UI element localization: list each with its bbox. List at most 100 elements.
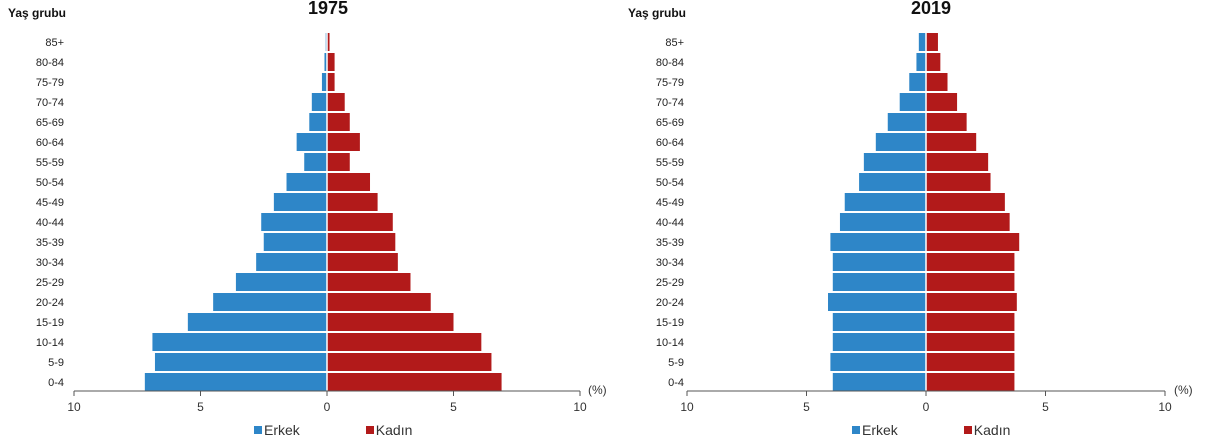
bar-male-60-64 bbox=[296, 133, 327, 151]
category-label: 30-34 bbox=[656, 257, 684, 269]
legend-label-female: Kadın bbox=[973, 422, 1011, 438]
pyramid-chart-1975: Yaş grubu 1975 0-4 5-9 10-14 15-19 20-24 25-2… bbox=[0, 0, 607, 447]
bar-male-20-24 bbox=[213, 293, 327, 311]
y-axis-title: Yaş grubu bbox=[8, 6, 67, 20]
bar-male-5-9 bbox=[154, 353, 327, 371]
category-label: 30-34 bbox=[36, 257, 64, 269]
bar-female-5-9 bbox=[926, 353, 1015, 371]
bar-male-15-19 bbox=[832, 313, 926, 331]
bar-male-25-29 bbox=[832, 273, 926, 291]
category-label: 10-14 bbox=[36, 337, 64, 349]
bar-female-60-64 bbox=[926, 133, 977, 151]
bar-female-30-34 bbox=[327, 253, 398, 271]
category-label: 60-64 bbox=[656, 137, 684, 149]
bar-female-0-4 bbox=[327, 373, 502, 391]
bar-male-50-54 bbox=[286, 173, 327, 191]
legend-swatch-male bbox=[852, 426, 860, 434]
bar-female-80-84 bbox=[926, 53, 941, 71]
bar-female-25-29 bbox=[926, 273, 1015, 291]
category-label: 5-9 bbox=[668, 357, 684, 369]
bar-male-65-69 bbox=[887, 113, 926, 131]
chart-title: 1975 bbox=[307, 0, 349, 18]
x-tick-label: 5 bbox=[450, 400, 457, 414]
bar-male-45-49 bbox=[844, 193, 926, 211]
category-label: 25-29 bbox=[656, 277, 684, 289]
bar-male-20-24 bbox=[828, 293, 926, 311]
legend-label-male: Erkek bbox=[264, 422, 300, 438]
bar-female-25-29 bbox=[327, 273, 411, 291]
x-tick-label: 0 bbox=[324, 400, 331, 414]
category-label: 5-9 bbox=[48, 357, 64, 369]
bar-female-75-79 bbox=[327, 73, 335, 91]
legend-swatch-female bbox=[963, 426, 972, 434]
bar-female-10-14 bbox=[327, 333, 482, 351]
bar-female-20-24 bbox=[327, 293, 431, 311]
bar-female-50-54 bbox=[926, 173, 991, 191]
category-label: 55-59 bbox=[36, 157, 64, 169]
bar-male-35-39 bbox=[263, 233, 327, 251]
legend: Erkek Kadın bbox=[852, 422, 1076, 438]
legend-label-male: Erkek bbox=[862, 422, 898, 438]
bar-female-50-54 bbox=[327, 173, 371, 191]
category-label: 20-24 bbox=[656, 297, 684, 309]
bar-female-30-34 bbox=[926, 253, 1015, 271]
category-label: 45-49 bbox=[656, 197, 684, 209]
x-axis-unit: (%) bbox=[588, 383, 607, 397]
bar-female-55-59 bbox=[327, 153, 350, 171]
bar-female-70-74 bbox=[327, 93, 345, 111]
bar-female-75-79 bbox=[926, 73, 948, 91]
category-label: 0-4 bbox=[668, 377, 684, 389]
bar-male-25-29 bbox=[235, 273, 327, 291]
bar-female-45-49 bbox=[926, 193, 1005, 211]
bar-male-80-84 bbox=[324, 53, 327, 71]
category-label: 15-19 bbox=[36, 317, 64, 329]
y-axis-title: Yaş grubu bbox=[628, 6, 687, 20]
bar-male-75-79 bbox=[321, 73, 327, 91]
category-label: 15-19 bbox=[656, 317, 684, 329]
pyramid-svg: 0-4 5-9 10-14 15-19 20-24 25-29 30-34 35-39 40-4… bbox=[36, 32, 587, 414]
bar-male-0-4 bbox=[832, 373, 926, 391]
category-label: 0-4 bbox=[48, 377, 64, 389]
x-tick-label: 10 bbox=[680, 400, 694, 414]
chart-title: 2019 bbox=[910, 0, 952, 18]
x-tick-label: 10 bbox=[573, 400, 587, 414]
bar-female-35-39 bbox=[327, 233, 396, 251]
x-tick-label: 5 bbox=[803, 400, 810, 414]
bar-female-65-69 bbox=[327, 113, 350, 131]
bar-male-65-69 bbox=[309, 113, 327, 131]
x-tick-label: 5 bbox=[197, 400, 204, 414]
legend-label-female: Kadın bbox=[375, 422, 413, 438]
legend: Erkek Kadın bbox=[254, 422, 478, 438]
x-tick-label: 10 bbox=[1158, 400, 1172, 414]
bar-male-55-59 bbox=[863, 153, 926, 171]
bar-male-45-49 bbox=[273, 193, 327, 211]
bar-female-0-4 bbox=[926, 373, 1015, 391]
category-label: 25-29 bbox=[36, 277, 64, 289]
bar-female-85+ bbox=[926, 33, 938, 51]
bar-female-80-84 bbox=[327, 53, 335, 71]
bar-male-30-34 bbox=[256, 253, 327, 271]
bar-female-85+ bbox=[327, 33, 330, 51]
bar-female-40-44 bbox=[926, 213, 1010, 231]
bar-female-65-69 bbox=[926, 113, 967, 131]
category-label: 65-69 bbox=[656, 117, 684, 129]
legend-item-female: Kadın bbox=[963, 422, 1011, 438]
bar-male-80-84 bbox=[916, 53, 926, 71]
bar-male-10-14 bbox=[152, 333, 327, 351]
bar-male-85+ bbox=[918, 33, 926, 51]
legend-item-male: Erkek bbox=[852, 422, 898, 438]
bar-male-55-59 bbox=[304, 153, 327, 171]
bar-female-10-14 bbox=[926, 333, 1015, 351]
category-label: 45-49 bbox=[36, 197, 64, 209]
bar-male-5-9 bbox=[830, 353, 926, 371]
bar-male-75-79 bbox=[909, 73, 926, 91]
bar-female-40-44 bbox=[327, 213, 393, 231]
bar-male-0-4 bbox=[144, 373, 327, 391]
bar-male-70-74 bbox=[899, 93, 926, 111]
category-label: 55-59 bbox=[656, 157, 684, 169]
x-tick-label: 5 bbox=[1042, 400, 1049, 414]
bar-male-50-54 bbox=[859, 173, 926, 191]
x-tick-label: 0 bbox=[923, 400, 930, 414]
bar-male-40-44 bbox=[839, 213, 926, 231]
category-label: 75-79 bbox=[656, 77, 684, 89]
